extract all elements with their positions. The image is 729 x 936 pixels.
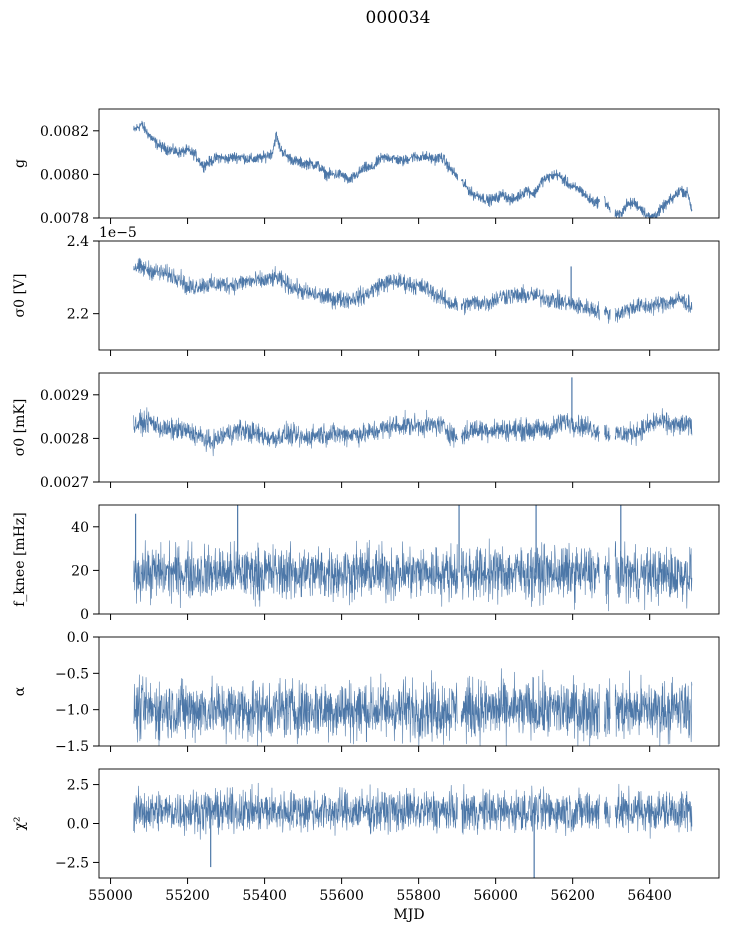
panel-sigma0_mK: 0.0027 0.0028 0.0029 σ0 [mK] <box>12 372 720 491</box>
axes-frame-fknee <box>98 504 720 615</box>
ytick-label-fknee-0: 0 <box>80 607 89 623</box>
axes-frame-g <box>98 108 720 219</box>
ytick-label-sigma0_mK-0: 0.0027 <box>40 475 89 491</box>
ytick-label-chi2-1: 0.0 <box>67 817 89 833</box>
series-line-sigma0_mK <box>133 407 693 457</box>
axes-frame-sigma0_mK <box>98 372 720 483</box>
ylabel-chi2: χ² <box>12 816 28 830</box>
ylabel-sigma0_mK: σ0 [mK] <box>12 399 28 457</box>
series-line-g <box>133 120 693 219</box>
panel-alpha: −1.5 −1.0 −0.5 0.0 α <box>12 630 720 755</box>
axes-frame-alpha <box>98 636 720 747</box>
offset-text-sigma0_V: 1e−5 <box>99 225 137 241</box>
ytick-label-sigma0_mK-1: 0.0028 <box>40 431 89 447</box>
ytick-label-g-1: 0.0080 <box>40 167 89 183</box>
ytick-label-g-0: 0.0078 <box>40 211 89 227</box>
xtick-label-5: 56000 <box>473 888 518 904</box>
panel-fknee: 0 20 40 f_knee [mHz] <box>12 504 720 623</box>
xtick-label-0: 55000 <box>88 888 133 904</box>
xtick-label-4: 55800 <box>396 888 441 904</box>
ytick-label-fknee-2: 40 <box>71 520 89 536</box>
xtick-label-7: 56400 <box>627 888 672 904</box>
series-line-sigma0_V <box>133 257 693 324</box>
panel-chi2: −2.5 0.0 2.5 χ² 55000 55200 55400 55600 55800 560… <box>12 768 720 923</box>
ytick-label-sigma0_V-0: 2.2 <box>67 307 89 323</box>
series-line-chi2 <box>133 782 693 840</box>
ytick-label-alpha-2: −0.5 <box>55 666 89 682</box>
ytick-label-fknee-1: 20 <box>71 563 89 579</box>
ytick-label-sigma0_V-1: 2.4 <box>67 234 89 250</box>
ytick-label-sigma0_mK-2: 0.0029 <box>40 388 89 404</box>
ytick-label-alpha-0: −1.5 <box>55 739 89 755</box>
xtick-label-1: 55200 <box>165 888 210 904</box>
figure-title: 000034 <box>366 8 431 28</box>
ytick-label-alpha-1: −1.0 <box>55 703 89 719</box>
xtick-label-3: 55600 <box>319 888 364 904</box>
axes-frame-sigma0_V <box>98 240 720 351</box>
series-line-fknee <box>133 538 693 612</box>
panel-g: 0.0078 0.0080 0.0082 g <box>12 108 720 227</box>
xlabel: MJD <box>393 907 424 923</box>
ytick-label-g-2: 0.0082 <box>40 124 89 140</box>
ylabel-g: g <box>12 159 28 168</box>
ylabel-fknee: f_knee [mHz] <box>12 512 28 607</box>
ylabel-alpha: α <box>12 686 28 696</box>
series-line-alpha <box>133 668 693 747</box>
ytick-label-alpha-3: 0.0 <box>67 630 89 646</box>
ytick-label-chi2-0: −2.5 <box>55 855 89 871</box>
ytick-label-chi2-2: 2.5 <box>67 778 89 794</box>
ylabel-sigma0_V: σ0 [V] <box>12 274 28 318</box>
panel-sigma0_V: 2.2 2.4 1e−5 σ0 [V] <box>12 225 720 356</box>
xtick-label-2: 55400 <box>242 888 287 904</box>
xtick-label-6: 56200 <box>550 888 595 904</box>
